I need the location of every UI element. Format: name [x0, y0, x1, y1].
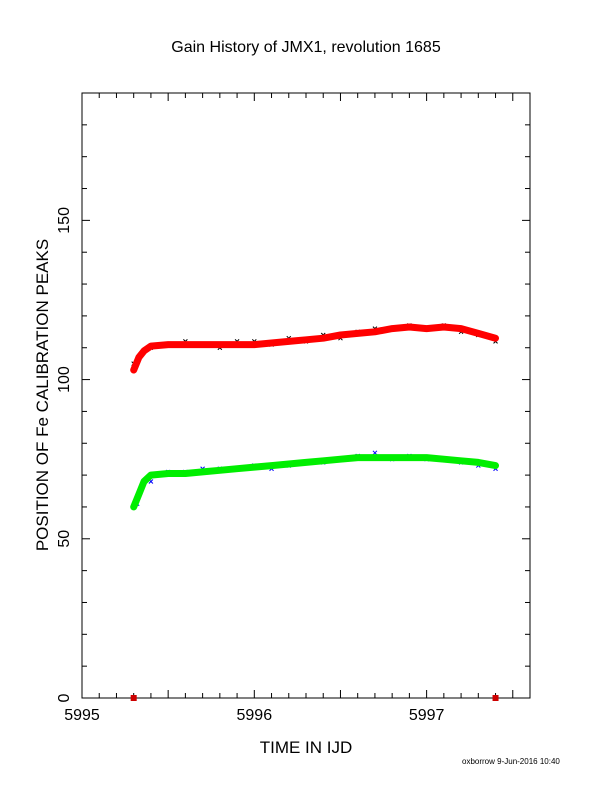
- fit-curves: [130, 323, 499, 511]
- axis-ticks: [82, 93, 530, 698]
- upper-fit-curve: [130, 323, 499, 374]
- y-tick-label: 100: [56, 366, 73, 393]
- x-tick-label: 5995: [64, 707, 100, 724]
- x-tick-label: 5996: [237, 707, 273, 724]
- x-axis-label: TIME IN IJD: [260, 738, 353, 757]
- axis-markers: [130, 695, 499, 701]
- y-tick-label: 150: [56, 207, 73, 234]
- plot-frame: [81, 92, 531, 699]
- data-points: [131, 323, 498, 507]
- axis-marker: [492, 695, 499, 701]
- axis-marker: [130, 695, 137, 701]
- x-tick-label: 5997: [409, 707, 445, 724]
- y-tick-label: 0: [56, 693, 73, 702]
- chart-title: Gain History of JMX1, revolution 1685: [171, 39, 441, 56]
- y-tick-label: 50: [56, 530, 73, 548]
- footer-credit: oxborrow 9-Jun-2016 10:40: [462, 757, 560, 766]
- lower-fit-curve: [130, 454, 499, 511]
- axis-tick-labels: 0 50 100 150 5995 5996 5997: [56, 207, 445, 724]
- y-axis-label: POSITION OF Fe CALIBRATION PEAKS: [33, 239, 52, 551]
